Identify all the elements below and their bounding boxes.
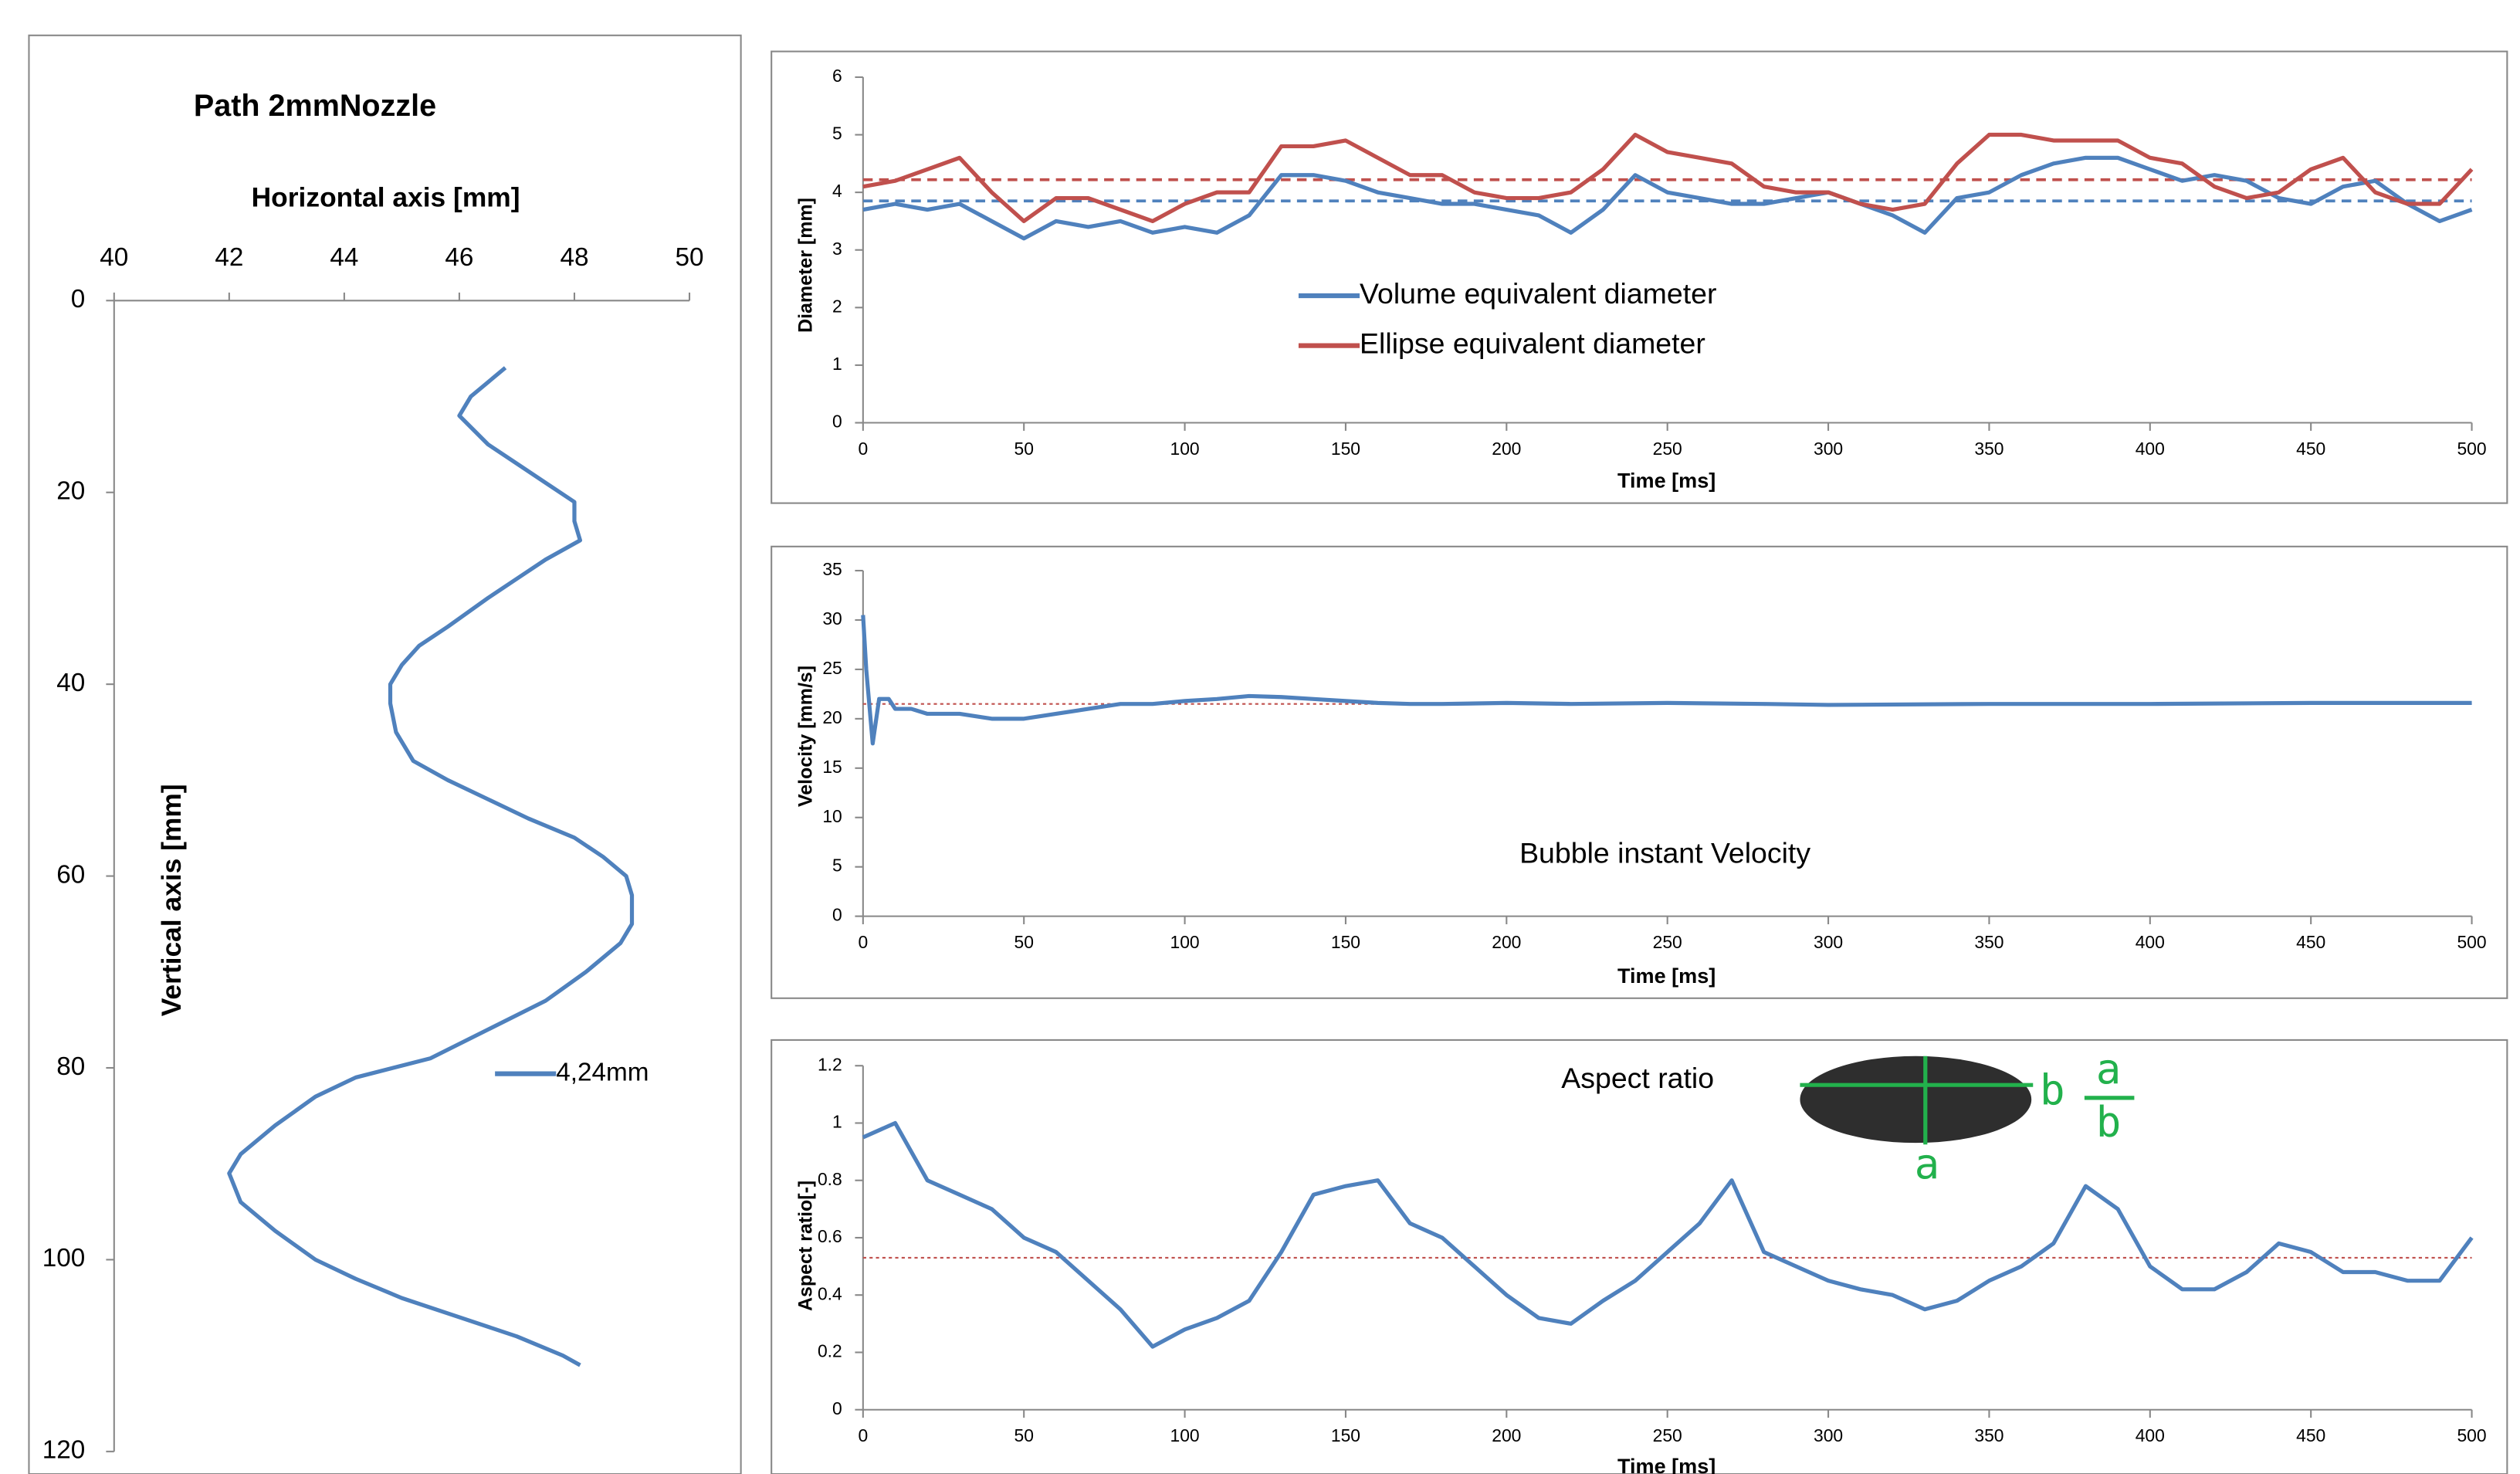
y-axis-title: Diameter [mm] bbox=[795, 198, 817, 333]
y-tick-label: 0.8 bbox=[818, 1169, 842, 1189]
x-tick-label: 100 bbox=[1170, 1425, 1199, 1445]
x-tick-label: 250 bbox=[1653, 1425, 1682, 1445]
x-tick-label: 50 bbox=[1014, 1425, 1033, 1445]
x-tick-label: 500 bbox=[2457, 1425, 2486, 1445]
y-tick-label: 25 bbox=[822, 658, 842, 678]
x-tick-label: 250 bbox=[1653, 439, 1682, 459]
x-axis-title: Horizontal axis [mm] bbox=[252, 182, 520, 212]
x-tick-label: 500 bbox=[2457, 439, 2486, 459]
x-tick-label: 200 bbox=[1492, 932, 1521, 952]
chart-title: Path 2mmNozzle bbox=[194, 89, 436, 123]
x-tick-label: 50 bbox=[675, 243, 703, 272]
x-tick-label: 50 bbox=[1014, 439, 1033, 459]
x-tick-label: 450 bbox=[2296, 932, 2325, 952]
x-tick-label: 48 bbox=[560, 243, 588, 272]
legend-label: 4,24mm bbox=[556, 1058, 649, 1086]
x-tick-label: 200 bbox=[1492, 1425, 1521, 1445]
x-tick-label: 450 bbox=[2296, 439, 2325, 459]
chart-title: Aspect ratio bbox=[1561, 1062, 1714, 1094]
y-tick-label: 2 bbox=[832, 296, 842, 316]
x-tick-label: 100 bbox=[1170, 932, 1199, 952]
x-tick-label: 300 bbox=[1814, 439, 1843, 459]
y-tick-label: 4 bbox=[832, 181, 842, 201]
x-tick-label: 400 bbox=[2136, 439, 2165, 459]
x-tick-label: 44 bbox=[330, 243, 358, 272]
x-tick-label: 0 bbox=[858, 1425, 868, 1445]
y-tick-label: 1 bbox=[832, 1112, 842, 1132]
y-axis-title: Velocity [mm/s] bbox=[795, 666, 817, 807]
annotation: a bbox=[2096, 1045, 2122, 1093]
y-tick-label: 0.4 bbox=[818, 1283, 842, 1303]
x-tick-label: 50 bbox=[1014, 932, 1033, 952]
y-tick-label: 120 bbox=[42, 1436, 86, 1465]
y-tick-label: 20 bbox=[822, 707, 842, 727]
y-tick-label: 30 bbox=[822, 608, 842, 629]
x-tick-label: 400 bbox=[2136, 1425, 2165, 1445]
y-tick-label: 0.2 bbox=[818, 1341, 842, 1361]
y-tick-label: 0.6 bbox=[818, 1226, 842, 1246]
y-tick-label: 0 bbox=[832, 905, 842, 925]
x-tick-label: 450 bbox=[2296, 1425, 2325, 1445]
x-tick-label: 350 bbox=[1974, 439, 2003, 459]
x-axis-title: Time [ms] bbox=[1617, 469, 1716, 493]
annotation: b bbox=[2096, 1098, 2122, 1147]
chart-title: Bubble instant Velocity bbox=[1519, 836, 1810, 869]
legend-label: Ellipse equivalent diameter bbox=[1360, 327, 1705, 359]
y-tick-label: 100 bbox=[42, 1244, 86, 1272]
bubble-shape bbox=[1800, 1056, 2031, 1143]
x-tick-label: 250 bbox=[1653, 932, 1682, 952]
x-tick-label: 300 bbox=[1814, 1425, 1843, 1445]
x-tick-label: 150 bbox=[1331, 439, 1360, 459]
x-axis-title: Time [ms] bbox=[1617, 964, 1716, 988]
y-tick-label: 3 bbox=[832, 239, 842, 259]
x-tick-label: 150 bbox=[1331, 1425, 1360, 1445]
x-tick-label: 500 bbox=[2457, 932, 2486, 952]
y-tick-label: 0 bbox=[832, 1398, 842, 1418]
x-tick-label: 200 bbox=[1492, 439, 1521, 459]
y-axis-title: Aspect ratio[-] bbox=[795, 1181, 817, 1311]
y-tick-label: 0 bbox=[71, 285, 86, 313]
x-tick-label: 400 bbox=[2136, 932, 2165, 952]
x-tick-label: 0 bbox=[858, 439, 868, 459]
x-tick-label: 42 bbox=[215, 243, 243, 272]
x-axis-title: Time [ms] bbox=[1617, 1455, 1716, 1474]
y-tick-label: 6 bbox=[832, 66, 842, 86]
legend-label: Volume equivalent diameter bbox=[1360, 277, 1716, 310]
x-tick-label: 350 bbox=[1974, 932, 2003, 952]
y-tick-label: 35 bbox=[822, 559, 842, 579]
x-tick-label: 40 bbox=[100, 243, 128, 272]
x-tick-label: 350 bbox=[1974, 1425, 2003, 1445]
annotation: a bbox=[1915, 1140, 1940, 1188]
figure: 4042444648500204060801001204,24mmPath 2m… bbox=[0, 0, 2520, 1474]
x-tick-label: 46 bbox=[445, 243, 473, 272]
y-tick-label: 60 bbox=[56, 860, 85, 889]
y-axis-title: Vertical axis [mm] bbox=[157, 784, 187, 1016]
x-tick-label: 300 bbox=[1814, 932, 1843, 952]
y-tick-label: 80 bbox=[56, 1052, 85, 1081]
y-tick-label: 40 bbox=[56, 669, 85, 697]
y-tick-label: 0 bbox=[832, 412, 842, 432]
y-tick-label: 20 bbox=[56, 477, 85, 506]
y-tick-label: 10 bbox=[822, 806, 842, 826]
x-tick-label: 0 bbox=[858, 932, 868, 952]
y-tick-label: 15 bbox=[822, 757, 842, 777]
y-tick-label: 5 bbox=[832, 124, 842, 144]
x-tick-label: 100 bbox=[1170, 439, 1199, 459]
y-tick-label: 5 bbox=[832, 856, 842, 876]
y-tick-label: 1.2 bbox=[818, 1054, 842, 1074]
x-tick-label: 150 bbox=[1331, 932, 1360, 952]
annotation: b bbox=[2040, 1066, 2065, 1114]
y-tick-label: 1 bbox=[832, 354, 842, 374]
